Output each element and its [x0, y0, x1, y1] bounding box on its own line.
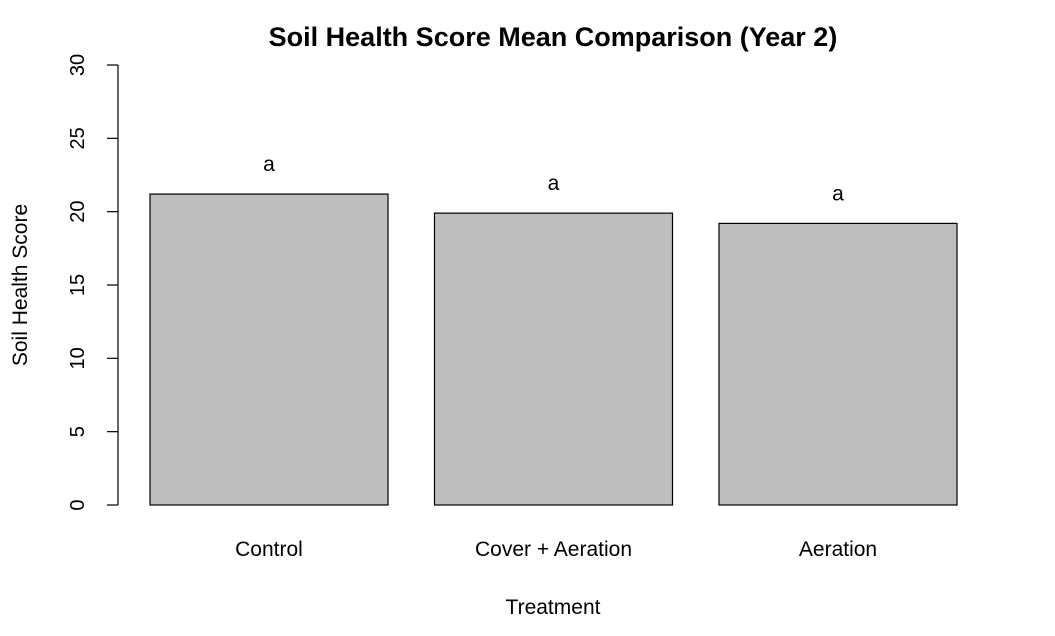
category-label: Control: [235, 538, 303, 561]
y-tick-label: 30: [67, 54, 89, 76]
x-axis-label: Treatment: [506, 596, 601, 619]
y-tick-label: 10: [67, 347, 89, 369]
y-tick-label: 5: [67, 426, 89, 437]
significance-letter: a: [263, 153, 275, 176]
significance-letter: a: [832, 182, 844, 205]
bar: [149, 193, 389, 506]
chart-title: Soil Health Score Mean Comparison (Year …: [269, 22, 838, 52]
y-tick-label: 0: [67, 499, 89, 510]
category-label: Cover + Aeration: [475, 538, 632, 561]
category-labels: Control Cover + Aeration Aeration: [235, 538, 877, 561]
category-label: Aeration: [799, 538, 877, 561]
significance-letters: a a a: [263, 153, 844, 205]
y-tick-label: 15: [67, 274, 89, 296]
bar: [433, 212, 674, 506]
y-tick-label: 20: [67, 201, 89, 223]
significance-letter: a: [548, 172, 560, 195]
bar: [718, 222, 958, 506]
y-axis: 0 5 10 15 20 25 30: [67, 54, 119, 511]
y-axis-label: Soil Health Score: [9, 204, 32, 366]
bars-group: [149, 193, 958, 506]
y-tick-label: 25: [67, 127, 89, 149]
